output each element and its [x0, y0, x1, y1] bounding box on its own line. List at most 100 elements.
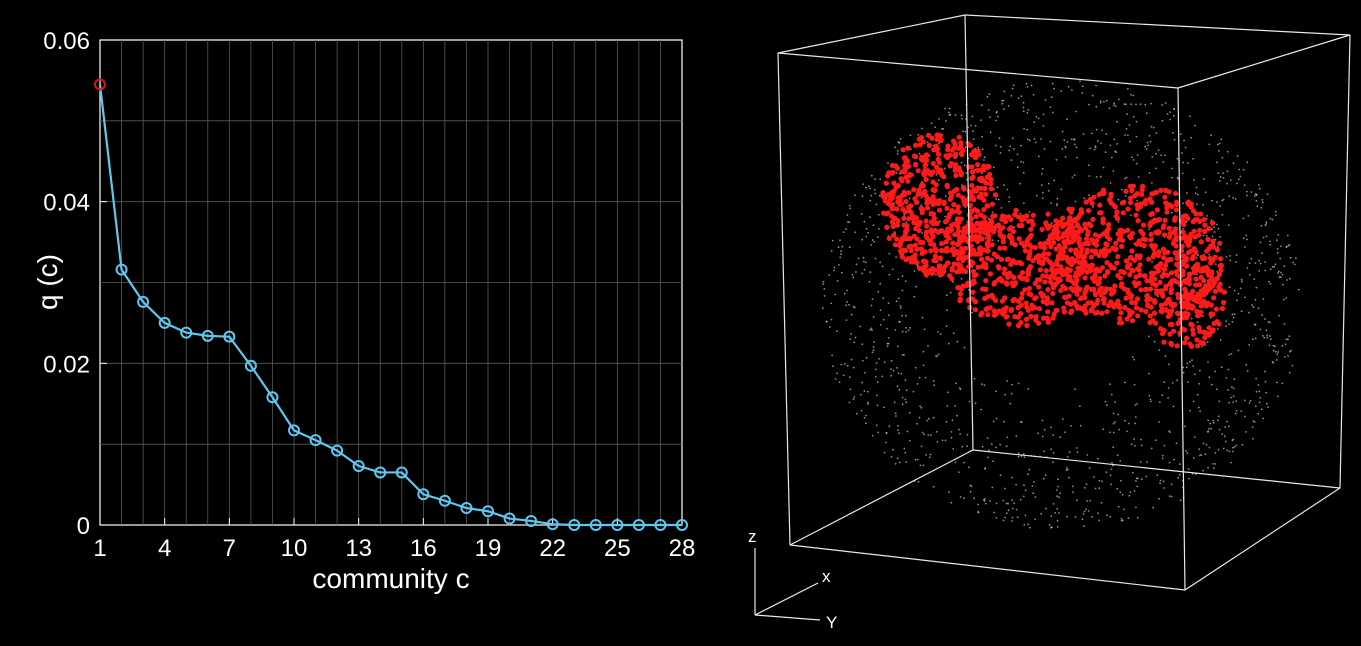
white-point [901, 354, 904, 356]
white-point [1162, 161, 1165, 164]
white-point [873, 341, 875, 343]
white-point [1037, 155, 1040, 158]
white-point [1045, 507, 1047, 510]
red-point [912, 142, 919, 148]
white-point [1035, 115, 1038, 118]
white-point [1083, 510, 1086, 513]
red-point [1022, 287, 1028, 293]
white-point [995, 502, 998, 505]
white-point [1027, 109, 1030, 111]
white-point [1061, 130, 1064, 133]
red-point [1019, 295, 1025, 301]
red-point [1043, 268, 1049, 274]
white-point [1260, 206, 1263, 209]
red-point [1217, 256, 1224, 262]
red-point [919, 210, 925, 216]
white-point [1104, 400, 1107, 403]
white-point [1148, 134, 1151, 137]
white-point [828, 274, 831, 276]
white-point [1222, 177, 1225, 179]
red-point [952, 152, 958, 158]
white-point [886, 345, 889, 347]
white-point [1169, 118, 1172, 121]
white-point [1192, 157, 1194, 160]
red-point [1018, 320, 1024, 326]
white-point [1137, 176, 1140, 179]
white-point [1232, 196, 1234, 199]
white-point [1009, 402, 1012, 405]
white-point [1112, 464, 1114, 467]
white-point [1199, 410, 1201, 413]
white-point [1010, 392, 1013, 395]
white-point [983, 159, 985, 161]
white-point [840, 253, 842, 256]
white-point [1061, 148, 1064, 150]
white-point [1264, 261, 1267, 263]
white-point [895, 300, 898, 303]
white-point [836, 372, 839, 375]
red-point [1188, 321, 1194, 327]
red-point [923, 152, 930, 158]
white-point [1205, 443, 1208, 446]
white-point [1118, 98, 1120, 101]
white-point [1134, 416, 1137, 418]
red-point [928, 228, 934, 234]
x-tick-label: 7 [223, 535, 236, 562]
red-point [1158, 308, 1164, 314]
red-point [886, 235, 892, 242]
white-point [848, 246, 851, 249]
red-point [986, 221, 992, 227]
red-point [1085, 229, 1091, 235]
red-point [1128, 200, 1134, 206]
red-point [1002, 308, 1008, 314]
red-point [1051, 228, 1057, 234]
white-point [1236, 299, 1238, 302]
white-point [1052, 461, 1054, 463]
series-line [98, 84, 682, 527]
red-point [1133, 274, 1139, 280]
white-point [1187, 381, 1189, 383]
white-point [1043, 428, 1046, 431]
white-point [1207, 419, 1209, 422]
red-point [1039, 261, 1045, 267]
white-point [1007, 502, 1009, 505]
red-point [1016, 236, 1022, 242]
red-point [990, 229, 996, 235]
white-point [1249, 399, 1252, 402]
white-point [1242, 217, 1245, 220]
red-point [1153, 264, 1159, 270]
white-point [1064, 146, 1067, 149]
white-point [1269, 243, 1272, 246]
white-point [1243, 399, 1246, 402]
red-point [1100, 190, 1107, 197]
red-point [990, 213, 996, 219]
red-point [1171, 328, 1177, 334]
red-point [1139, 191, 1145, 197]
white-point [1125, 127, 1128, 130]
red-point [1071, 288, 1077, 294]
red-point [948, 195, 954, 201]
white-point [1163, 444, 1166, 447]
white-point [1002, 519, 1005, 522]
white-point [981, 383, 983, 386]
white-point [1235, 254, 1238, 256]
white-point [1178, 473, 1181, 476]
white-point [1221, 433, 1224, 435]
data-point [589, 519, 602, 531]
red-point [987, 271, 994, 277]
white-point [1019, 498, 1022, 501]
white-point [1225, 377, 1228, 379]
red-point [1127, 272, 1133, 278]
red-point [1072, 229, 1078, 235]
white-point [1202, 204, 1204, 206]
red-point [957, 291, 964, 297]
white-point [1114, 105, 1117, 108]
white-point [1116, 143, 1118, 145]
white-point [1267, 321, 1270, 323]
white-point [1010, 94, 1013, 97]
white-point [1217, 415, 1220, 418]
white-point [1207, 361, 1209, 363]
white-point [1082, 133, 1085, 136]
red-point [948, 161, 955, 167]
white-point [958, 387, 961, 389]
